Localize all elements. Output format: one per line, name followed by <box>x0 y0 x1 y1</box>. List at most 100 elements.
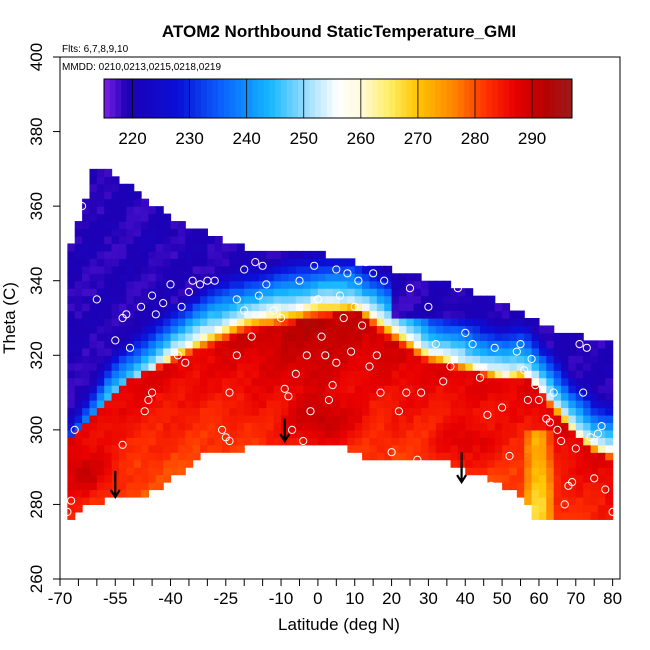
flight-point <box>181 358 190 367</box>
heatmap-cell <box>74 496 83 506</box>
heatmap-cell <box>155 385 164 394</box>
heatmap-cell <box>185 414 194 423</box>
flight-point <box>557 436 566 446</box>
heatmap-cell <box>200 437 208 446</box>
heatmap-cell <box>258 414 267 423</box>
heatmap-cell <box>133 243 142 252</box>
heatmap-cell <box>89 318 98 327</box>
heatmap-cell <box>148 318 157 327</box>
heatmap-cell <box>494 392 503 401</box>
heatmap-cell <box>67 362 76 371</box>
heatmap-cell <box>406 400 415 409</box>
heatmap-cell <box>457 288 466 297</box>
heatmap-cell <box>126 474 135 483</box>
heatmap-cell <box>413 429 422 438</box>
heatmap-cell <box>185 332 194 341</box>
flight-point <box>335 291 345 300</box>
heatmap-cell <box>583 400 592 409</box>
heatmap-cell <box>111 392 120 401</box>
heatmap-cell <box>531 429 540 438</box>
heatmap-cell <box>244 437 253 446</box>
heatmap-cell <box>332 377 341 386</box>
heatmap-cell <box>597 459 606 468</box>
colorbar-cell <box>423 79 430 118</box>
heatmap-cell <box>472 332 481 341</box>
heatmap-cell <box>443 437 452 446</box>
heatmap-cell <box>207 265 216 274</box>
heatmap-cell <box>546 452 555 461</box>
heatmap-cell <box>200 332 208 341</box>
heatmap-cell <box>170 325 179 334</box>
heatmap-cell <box>133 385 142 394</box>
heatmap-cell <box>494 325 503 334</box>
heatmap-cell <box>67 504 76 513</box>
heatmap-cell <box>89 385 98 394</box>
heatmap-cell <box>332 258 341 267</box>
heatmap-cell <box>82 414 91 423</box>
heatmap-cell <box>96 221 105 230</box>
heatmap-cell <box>553 467 562 476</box>
heatmap-cell <box>104 459 113 468</box>
heatmap-cell <box>369 452 378 461</box>
heatmap-cell <box>502 459 511 468</box>
heatmap-cell <box>487 377 496 386</box>
heatmap-cell <box>170 400 179 409</box>
heatmap-cell <box>428 400 437 409</box>
heatmap-cell <box>141 362 150 371</box>
heatmap-cell <box>583 467 592 476</box>
flight-point <box>269 306 278 315</box>
flight-point <box>534 395 544 405</box>
heatmap-cell <box>538 347 547 356</box>
heatmap-cell <box>126 243 135 252</box>
heatmap-cell <box>177 422 186 431</box>
heatmap-cell <box>605 340 614 349</box>
heatmap-cell <box>148 444 157 453</box>
heatmap-cell <box>82 250 91 259</box>
heatmap-cell <box>406 310 415 319</box>
heatmap-cell <box>67 288 76 297</box>
heatmap-cell <box>111 206 120 215</box>
heatmap-cell <box>89 213 98 222</box>
heatmap-cell <box>443 318 452 327</box>
heatmap-cell <box>384 340 393 349</box>
heatmap-cell <box>568 452 577 461</box>
heatmap-cell <box>273 429 282 438</box>
heatmap-cell <box>207 310 216 319</box>
flight-point <box>498 403 507 412</box>
heatmap-cell <box>553 489 562 498</box>
heatmap-cell <box>443 340 452 349</box>
heatmap-cell <box>325 414 334 423</box>
heatmap-cell <box>472 467 481 476</box>
heatmap-cell <box>126 258 135 267</box>
y-tick-label: 260 <box>27 565 46 593</box>
heatmap-cell <box>118 422 127 431</box>
heatmap-cell <box>244 377 253 386</box>
heatmap-cell <box>443 310 452 319</box>
colorbar-cell <box>435 79 442 118</box>
heatmap-cell <box>325 370 334 379</box>
heatmap-cell <box>118 347 127 356</box>
heatmap-cell <box>384 325 393 334</box>
heatmap-cell <box>524 452 533 461</box>
heatmap-cell <box>118 295 127 304</box>
heatmap-cell <box>111 273 120 282</box>
heatmap-cell <box>89 362 98 371</box>
heatmap-cell <box>516 437 525 446</box>
heatmap-cell <box>457 392 466 401</box>
heatmap-cell <box>310 250 319 259</box>
heatmap-cell <box>111 250 120 259</box>
heatmap-cell <box>546 362 555 371</box>
heatmap-cell <box>480 332 488 341</box>
heatmap-cell <box>288 295 297 304</box>
heatmap-cell <box>244 347 253 356</box>
heatmap-cell <box>82 288 91 297</box>
heatmap-cell <box>421 392 430 401</box>
heatmap-cell <box>96 467 105 476</box>
heatmap-cell <box>163 288 172 297</box>
heatmap-cell <box>244 362 253 371</box>
heatmap-cell <box>177 429 186 438</box>
heatmap-cell <box>163 235 172 245</box>
heatmap-cell <box>553 504 562 513</box>
heatmap-cell <box>303 362 312 371</box>
heatmap-cell <box>96 318 105 327</box>
